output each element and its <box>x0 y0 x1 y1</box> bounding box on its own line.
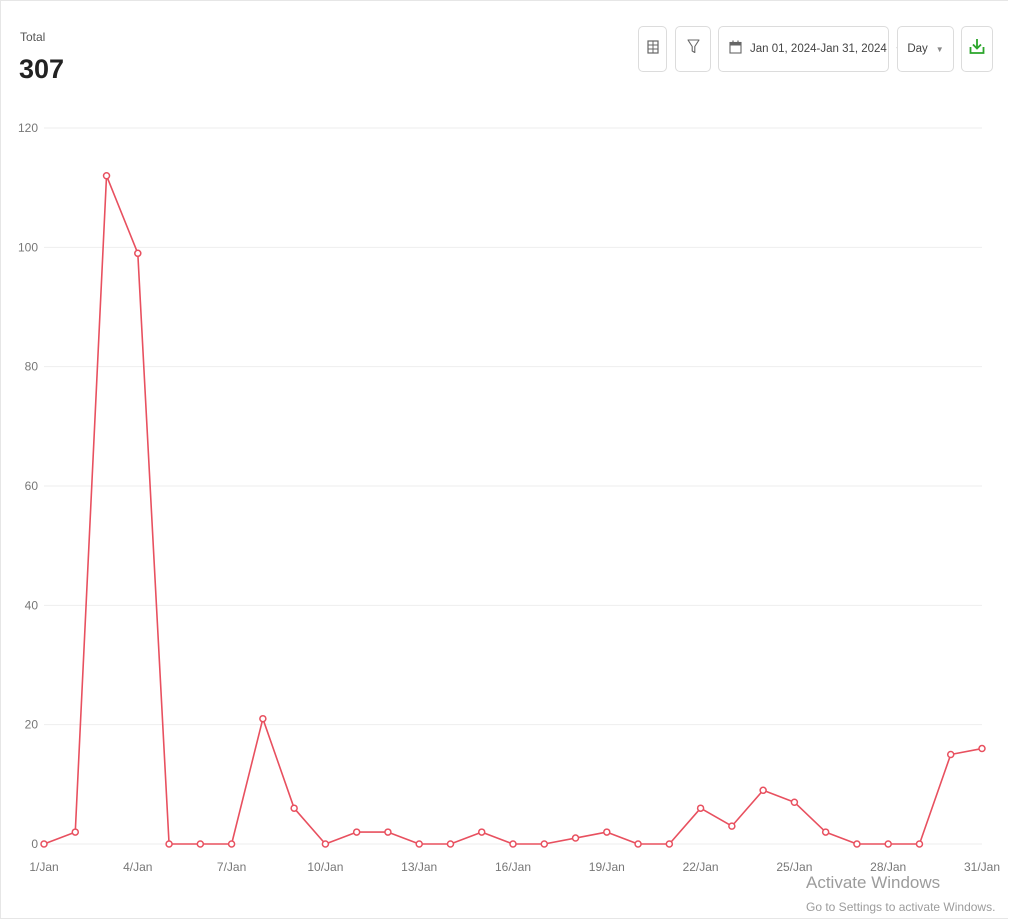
calendar-icon <box>729 40 742 59</box>
date-range-picker[interactable]: Jan 01, 2024-Jan 31, 2024 ▼ <box>718 26 903 72</box>
download-icon <box>969 38 985 60</box>
filter-button[interactable] <box>675 26 711 72</box>
download-button[interactable] <box>961 26 993 72</box>
granularity-select[interactable]: Day ▼ <box>897 26 954 72</box>
chevron-down-icon: ▼ <box>935 44 944 54</box>
watermark-subtitle: Go to Settings to activate Windows. <box>806 900 996 914</box>
total-value: 307 <box>19 54 65 84</box>
table-view-button[interactable] <box>638 26 667 72</box>
activate-windows-watermark: Activate Windows Go to Settings to activ… <box>806 873 995 915</box>
filter-icon <box>686 39 700 59</box>
total-label: Total <box>20 30 46 44</box>
granularity-label: Day <box>907 43 928 55</box>
table-icon <box>646 39 659 59</box>
watermark-title: Activate Windows <box>806 873 941 892</box>
date-range-label: Jan 01, 2024-Jan 31, 2024 <box>750 43 887 55</box>
